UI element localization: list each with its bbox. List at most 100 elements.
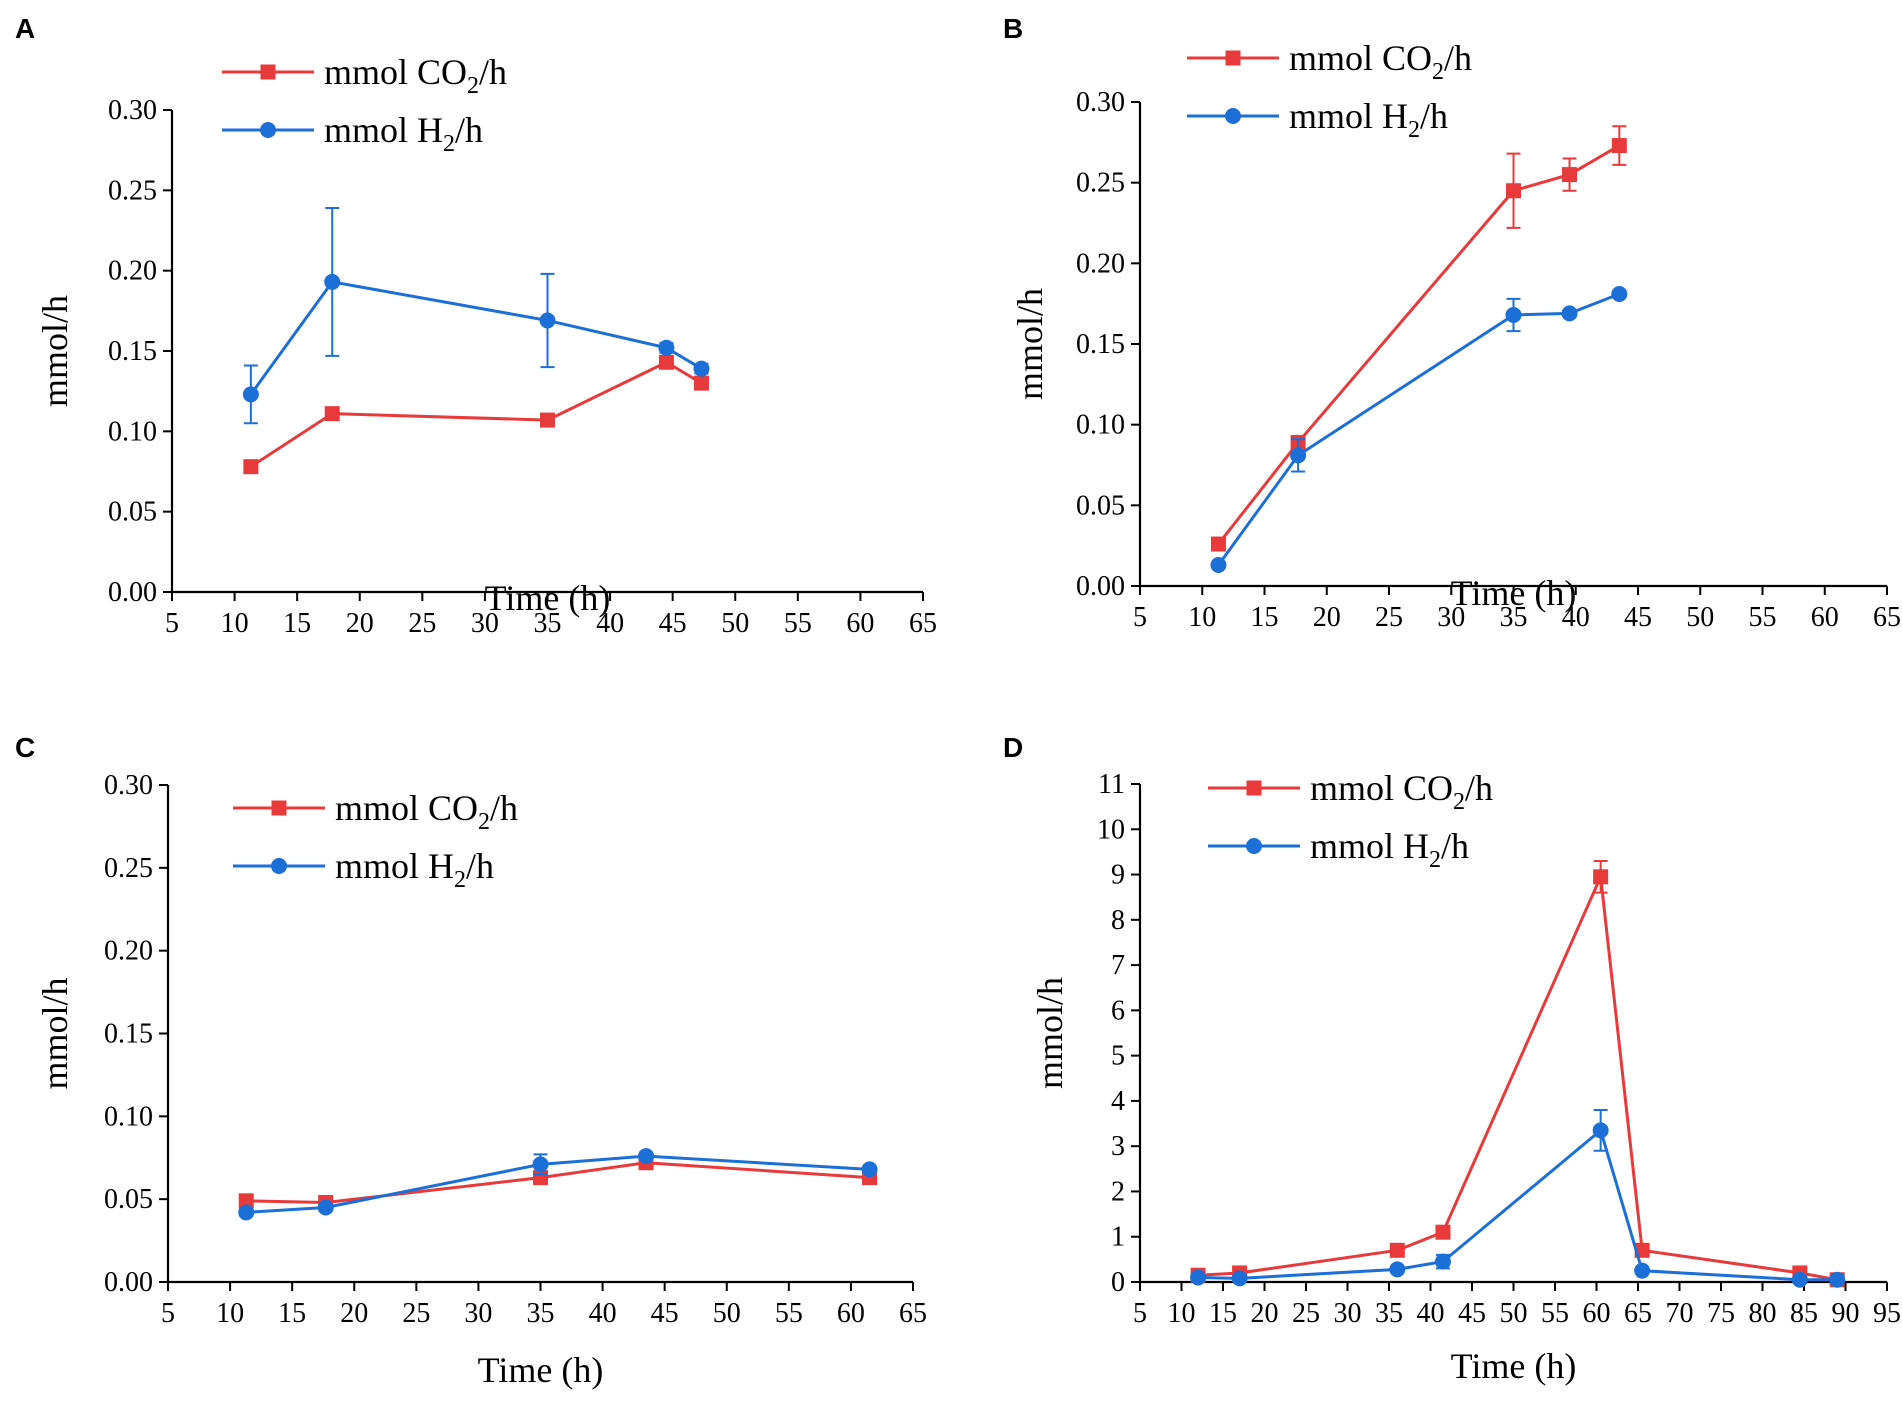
data-point xyxy=(243,459,259,475)
data-point xyxy=(1210,557,1227,574)
y-tick-label: 11 xyxy=(1098,769,1125,800)
x-tick-label: 25 xyxy=(1375,602,1403,633)
data-point xyxy=(1791,1271,1808,1288)
legend-label-h2: mmol H2/h xyxy=(1289,96,1448,143)
series-line xyxy=(250,360,703,468)
legend-subscript: 2 xyxy=(1453,789,1465,815)
x-tick-label: 70 xyxy=(1666,1298,1694,1329)
data-point xyxy=(861,1161,878,1178)
series-co2 xyxy=(1190,859,1845,1288)
x-tick-label: 50 xyxy=(1500,1298,1528,1329)
legend-label-co2: mmol CO2/h xyxy=(1310,768,1493,815)
x-tick-label: 35 xyxy=(1500,602,1528,633)
data-point xyxy=(1561,305,1578,322)
legend-subscript: 2 xyxy=(443,131,455,157)
x-tick-label: 10 xyxy=(216,1298,244,1329)
data-point xyxy=(1592,1122,1609,1139)
x-tick-label: 5 xyxy=(1133,602,1147,633)
x-tick-label: 15 xyxy=(1209,1298,1237,1329)
data-point xyxy=(1290,447,1307,464)
data-point xyxy=(324,273,341,290)
x-tick-label: 20 xyxy=(346,608,374,639)
y-tick-label: 2 xyxy=(1111,1176,1125,1207)
x-tick-label: 65 xyxy=(909,608,937,639)
legend-suffix: /h xyxy=(1441,826,1469,866)
x-tick-label: 35 xyxy=(1375,1298,1403,1329)
y-tick-label: 0.20 xyxy=(104,936,153,967)
y-tick-label: 1 xyxy=(1111,1222,1125,1253)
x-tick-label: 85 xyxy=(1790,1298,1818,1329)
series-line xyxy=(1198,871,1838,1282)
y-tick-label: 4 xyxy=(1111,1086,1125,1117)
legend-marker xyxy=(1225,108,1241,124)
legend-suffix: /h xyxy=(455,110,483,150)
y-tick-label: 0.10 xyxy=(104,1101,153,1132)
data-point xyxy=(238,1204,255,1221)
x-tick-label: 15 xyxy=(278,1298,306,1329)
x-tick-label: 65 xyxy=(899,1298,927,1329)
series-line xyxy=(246,1154,870,1214)
panel-c: C 0.00 0.05 0.10 0.15 0.20 0.25 0.30 5 10 15 20 25 30… xyxy=(15,732,927,1390)
legend-suffix: /h xyxy=(1444,38,1472,78)
legend-prefix: mmol CO xyxy=(1310,768,1453,808)
legend-subscript: 2 xyxy=(1429,847,1441,873)
x-tick-label: 15 xyxy=(1251,602,1279,633)
panel-letter: C xyxy=(15,732,35,763)
x-axis-title: Time (h) xyxy=(485,578,611,618)
data-point xyxy=(1231,1270,1248,1287)
y-tick-label: 10 xyxy=(1097,814,1125,845)
axis-lines xyxy=(1138,784,1887,1284)
x-tick-label: 50 xyxy=(721,608,749,639)
data-point xyxy=(1593,869,1609,885)
data-point xyxy=(238,1193,254,1209)
x-tick-label: 35 xyxy=(527,1298,555,1329)
data-point xyxy=(317,1199,334,1216)
y-tick-label: 0.25 xyxy=(1076,168,1125,199)
data-point xyxy=(1562,167,1578,183)
panel-letter: A xyxy=(15,13,35,44)
data-point xyxy=(638,1148,655,1165)
x-tick-label: 65 xyxy=(1873,602,1901,633)
x-tick-label: 45 xyxy=(1624,602,1652,633)
x-tick-label: 20 xyxy=(1251,1298,1279,1329)
legend-prefix: mmol CO xyxy=(1289,38,1432,78)
y-axis-title: mmol/h xyxy=(35,977,75,1089)
x-tick-label: 65 xyxy=(1624,1298,1652,1329)
legend-suffix: /h xyxy=(1420,96,1448,136)
data-point xyxy=(1434,1253,1451,1270)
legend-prefix: mmol CO xyxy=(324,52,467,92)
series-line xyxy=(1217,292,1620,566)
data-point xyxy=(1435,1224,1451,1240)
legend-marker xyxy=(1246,780,1262,796)
legend-suffix: /h xyxy=(1465,768,1493,808)
x-tick-label: 5 xyxy=(1133,1298,1147,1329)
x-tick-label: 30 xyxy=(1334,1298,1362,1329)
legend-label-h2: mmol H2/h xyxy=(335,846,494,893)
y-tick-label: 0.20 xyxy=(108,256,157,287)
data-point xyxy=(1611,285,1628,302)
y-tick-label: 0.10 xyxy=(108,416,157,447)
legend-suffix: /h xyxy=(466,846,494,886)
series-h2 xyxy=(242,207,710,425)
y-tick-label: 0.25 xyxy=(104,853,153,884)
y-tick-label: 0.25 xyxy=(108,175,157,206)
legend-label-h2: mmol H2/h xyxy=(1310,826,1469,873)
legend-prefix: mmol CO xyxy=(335,788,478,828)
legend-marker xyxy=(271,800,287,816)
legend-label-h2: mmol H2/h xyxy=(324,110,483,157)
data-point xyxy=(693,375,709,391)
y-tick-label: 0.15 xyxy=(1076,329,1125,360)
legend-subscript: 2 xyxy=(1432,59,1444,85)
data-point xyxy=(693,360,710,377)
y-tick-label: 0.15 xyxy=(108,336,157,367)
y-tick-label: 0.30 xyxy=(104,770,153,801)
y-tick-label: 3 xyxy=(1111,1131,1125,1162)
data-point xyxy=(1389,1261,1406,1278)
x-tick-label: 75 xyxy=(1707,1298,1735,1329)
x-tick-label: 25 xyxy=(408,608,436,639)
y-tick-label: 0 xyxy=(1111,1267,1125,1298)
legend-suffix: /h xyxy=(479,52,507,92)
x-tick-label: 45 xyxy=(1458,1298,1486,1329)
